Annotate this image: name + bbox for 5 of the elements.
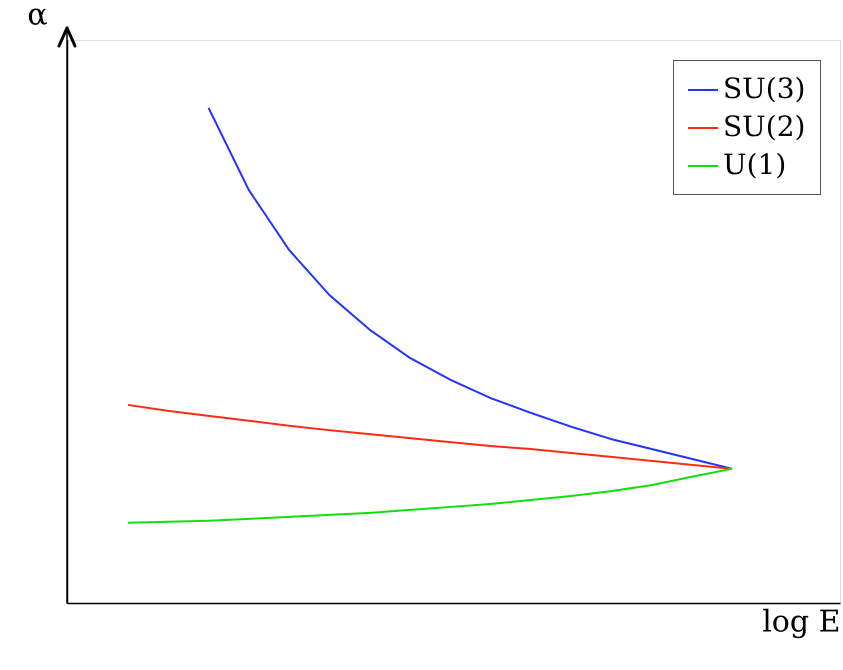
x-axis-title: log E [762, 604, 840, 640]
legend-label: SU(2) [723, 110, 806, 143]
y-axis-title: α [27, 0, 48, 32]
legend-label: U(1) [723, 148, 786, 181]
legend-label: SU(3) [723, 72, 806, 105]
